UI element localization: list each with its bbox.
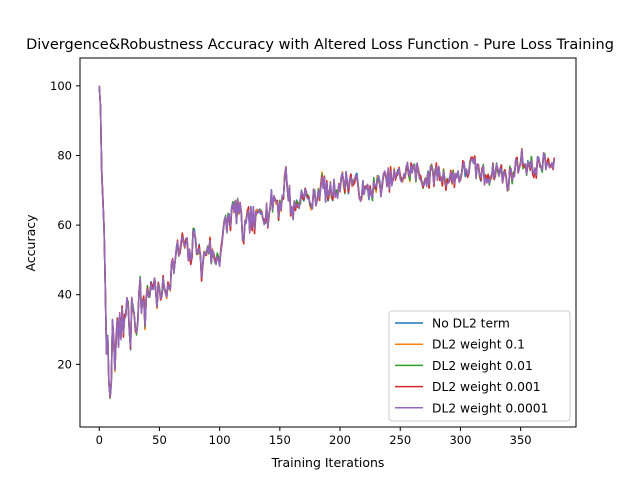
plot-lines — [98, 85, 556, 400]
legend-label: DL2 weight 0.001 — [432, 380, 541, 394]
x-axis-ticks: 0 50 100 150 200 250 300 350 — [96, 427, 532, 447]
y-tick-label: 20 — [57, 357, 72, 371]
x-tick-label: 200 — [329, 433, 351, 447]
legend-label: DL2 weight 0.01 — [432, 359, 533, 373]
y-tick-label: 80 — [57, 148, 72, 162]
x-tick-label: 100 — [209, 433, 231, 447]
x-tick-label: 250 — [389, 433, 411, 447]
x-tick-label: 150 — [269, 433, 291, 447]
y-tick-label: 40 — [57, 288, 72, 302]
legend-box — [388, 310, 571, 422]
x-tick-label: 300 — [449, 433, 471, 447]
y-axis-label: Accuracy — [23, 214, 38, 272]
x-tick-label: 0 — [96, 433, 103, 447]
x-tick-label: 50 — [152, 433, 167, 447]
legend: No DL2 term DL2 weight 0.1 DL2 weight 0.01… — [388, 310, 571, 422]
y-axis-ticks: 20 40 60 80 100 — [50, 79, 80, 371]
legend-label: No DL2 term — [432, 317, 510, 331]
chart-title: Divergence&Robustness Accuracy with Alte… — [26, 37, 614, 53]
x-tick-label: 350 — [510, 433, 532, 447]
series-line — [98, 85, 556, 398]
y-tick-label: 100 — [50, 79, 72, 93]
x-axis-label: Training Iterations — [271, 455, 385, 470]
legend-label: DL2 weight 0.1 — [432, 338, 525, 352]
legend-label: DL2 weight 0.0001 — [432, 401, 548, 415]
y-tick-label: 60 — [57, 218, 72, 232]
plot-frame — [79, 57, 577, 428]
